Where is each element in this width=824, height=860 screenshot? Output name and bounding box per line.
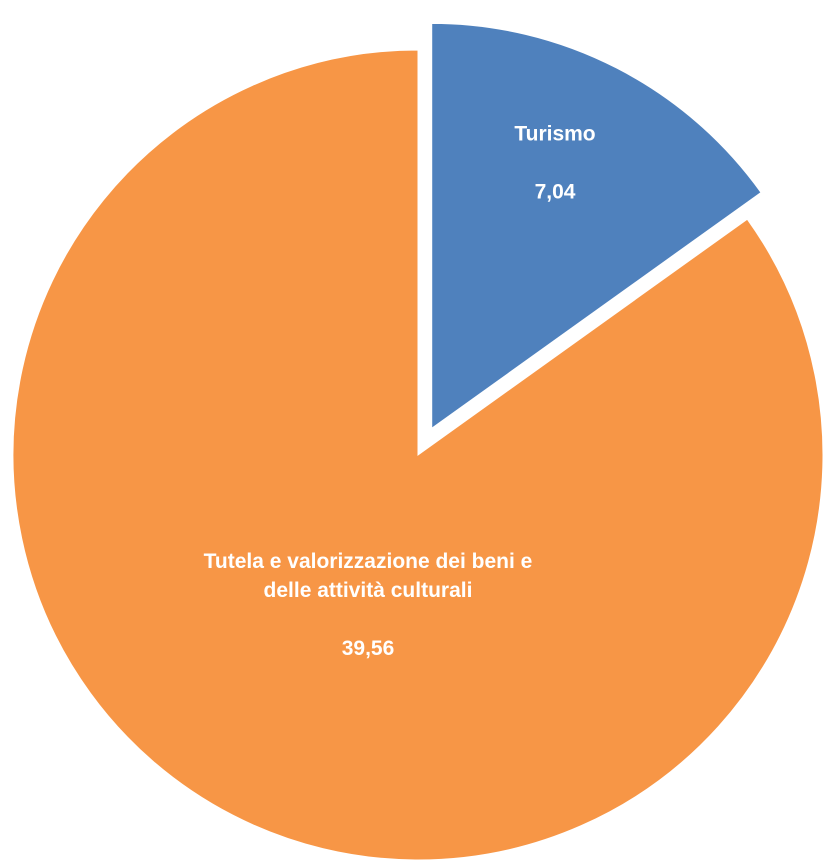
slice-label-cultura-name: Tutela e valorizzazione dei beni e delle… (203, 550, 533, 602)
slice-label-turismo: Turismo 7,04 (465, 91, 645, 236)
slice-label-cultura-value: 39,56 (341, 637, 395, 660)
pie-slice-0 (431, 22, 762, 430)
slice-label-turismo-name: Turismo (514, 122, 596, 146)
pie-slice-1 (12, 49, 824, 860)
slice-label-turismo-value: 7,04 (534, 180, 576, 204)
slice-label-cultura: Tutela e valorizzazione dei beni e delle… (203, 518, 533, 692)
